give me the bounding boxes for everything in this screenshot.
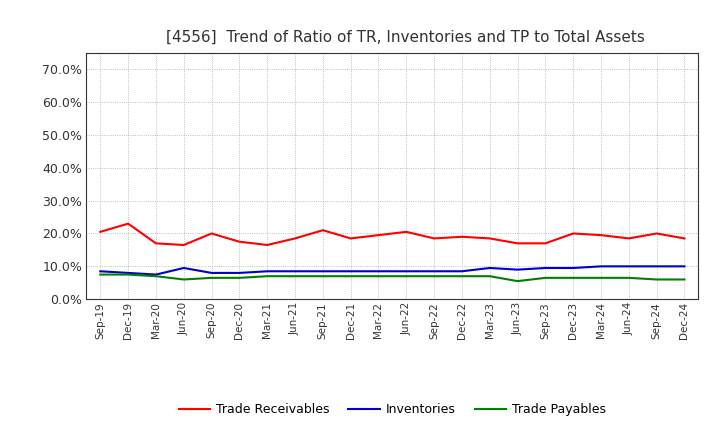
Inventories [430,269,438,274]
Trade Receivables [318,227,327,233]
Trade Payables [179,277,188,282]
Line: Inventories: Inventories [100,266,685,275]
Trade Payables [458,274,467,279]
Inventories [680,264,689,269]
Inventories [235,270,243,275]
Inventories [291,269,300,274]
Inventories [597,264,606,269]
Trade Receivables [597,232,606,238]
Trade Receivables [179,242,188,248]
Trade Receivables [235,239,243,244]
Inventories [152,272,161,277]
Trade Payables [346,274,355,279]
Inventories [541,265,550,271]
Trade Payables [263,274,271,279]
Trade Receivables [374,232,383,238]
Inventories [318,269,327,274]
Trade Payables [430,274,438,279]
Trade Payables [96,272,104,277]
Legend: Trade Receivables, Inventories, Trade Payables: Trade Receivables, Inventories, Trade Pa… [174,398,611,421]
Text: [4556]  Trend of Ratio of TR, Inventories and TP to Total Assets: [4556] Trend of Ratio of TR, Inventories… [166,29,645,45]
Trade Receivables [402,229,410,235]
Trade Payables [652,277,661,282]
Trade Receivables [541,241,550,246]
Trade Payables [152,274,161,279]
Trade Payables [318,274,327,279]
Trade Payables [680,277,689,282]
Line: Trade Payables: Trade Payables [100,275,685,281]
Inventories [402,269,410,274]
Trade Payables [124,272,132,277]
Trade Receivables [152,241,161,246]
Trade Payables [235,275,243,280]
Trade Payables [291,274,300,279]
Inventories [179,265,188,271]
Trade Payables [541,275,550,280]
Trade Receivables [207,231,216,236]
Inventories [458,269,467,274]
Trade Receivables [680,236,689,241]
Trade Payables [569,275,577,280]
Trade Payables [374,274,383,279]
Trade Receivables [569,231,577,236]
Trade Receivables [346,236,355,241]
Trade Receivables [513,241,522,246]
Trade Payables [624,275,633,280]
Trade Receivables [652,231,661,236]
Inventories [207,270,216,275]
Inventories [263,269,271,274]
Trade Receivables [458,234,467,239]
Trade Payables [597,275,606,280]
Inventories [346,269,355,274]
Trade Receivables [624,236,633,241]
Inventories [96,269,104,274]
Trade Receivables [96,229,104,235]
Trade Receivables [263,242,271,248]
Trade Payables [402,274,410,279]
Inventories [624,264,633,269]
Trade Payables [207,275,216,280]
Trade Receivables [430,236,438,241]
Inventories [124,270,132,275]
Trade Receivables [291,236,300,241]
Trade Payables [485,274,494,279]
Inventories [652,264,661,269]
Trade Receivables [124,221,132,226]
Line: Trade Receivables: Trade Receivables [100,224,685,245]
Inventories [485,265,494,271]
Trade Payables [513,279,522,284]
Inventories [569,265,577,271]
Inventories [374,269,383,274]
Inventories [513,267,522,272]
Trade Receivables [485,236,494,241]
